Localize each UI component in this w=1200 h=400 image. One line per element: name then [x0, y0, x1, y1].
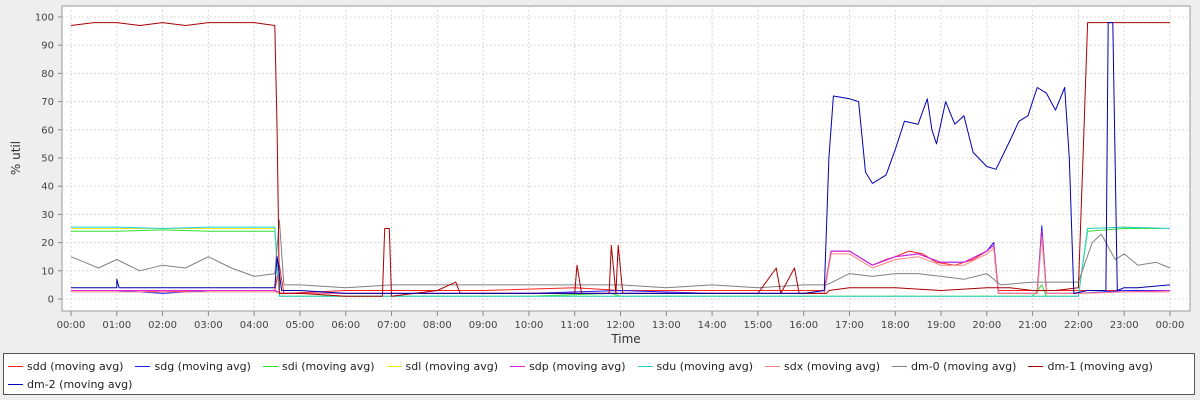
legend-label: sdp (moving avg)	[529, 359, 626, 373]
x-tick-label: 10:00	[515, 320, 544, 331]
y-tick-label: 20	[41, 238, 54, 249]
legend-item: sdx (moving avg)	[765, 357, 880, 375]
x-tick-label: 15:00	[743, 320, 772, 331]
legend-label: dm-1 (moving avg)	[1047, 359, 1153, 373]
legend-item: sdp (moving avg)	[510, 357, 626, 375]
series-line-8	[70, 22, 1170, 297]
line-chart: 0 10 20 30 40 50 60 70 80 90 100 00:00 01:00 02:00 03…	[9, 5, 1191, 346]
legend-swatch	[510, 365, 526, 367]
legend-label: sdd (moving avg)	[27, 359, 124, 373]
x-tick-label: 03:00	[194, 320, 223, 331]
y-tick-label: 60	[41, 125, 54, 136]
legend-swatch	[765, 365, 781, 367]
legend-item: dm-1 (moving avg)	[1028, 357, 1153, 375]
legend-item: sdl (moving avg)	[386, 357, 499, 375]
series-line-5	[71, 226, 1171, 297]
x-tick-label: 23:00	[1110, 320, 1139, 331]
legend-item: sdu (moving avg)	[637, 357, 754, 375]
y-tick-label: 70	[41, 97, 54, 108]
legend-item: dm-2 (moving avg)	[8, 375, 132, 393]
legend-label: sdi (moving avg)	[281, 359, 375, 373]
legend-item: sdi (moving avg)	[262, 357, 375, 375]
legend-swatch	[1028, 365, 1044, 367]
y-tick-label: 100	[35, 13, 54, 24]
x-tick-label: 22:00	[1064, 320, 1093, 331]
x-tick-label: 16:00	[789, 320, 818, 331]
y-tick-label: 10	[41, 266, 54, 277]
legend-swatch	[8, 383, 23, 385]
y-axis-title: % util	[9, 141, 23, 175]
y-axis-ticks: 0 10 20 30 40 50 60 70 80 90 100	[35, 13, 62, 306]
series-line-9	[71, 22, 1171, 294]
x-tick-label: 04:00	[240, 320, 269, 331]
y-tick-label: 50	[41, 154, 54, 165]
series-lines	[70, 22, 1171, 297]
x-tick-label: 00:00	[1156, 320, 1185, 331]
x-tick-label: 20:00	[972, 320, 1001, 331]
series-line-7	[70, 219, 1171, 289]
x-tick-label: 02:00	[148, 320, 177, 331]
x-tick-label: 13:00	[652, 320, 681, 331]
x-tick-label: 14:00	[698, 320, 727, 331]
legend-label: sdl (moving avg)	[405, 359, 499, 373]
x-tick-label: 09:00	[469, 320, 498, 331]
x-tick-label: 17:00	[835, 320, 864, 331]
legend-item: sdg (moving avg)	[135, 357, 251, 375]
x-tick-label: 00:00	[57, 320, 86, 331]
legend-label: sdu (moving avg)	[656, 359, 754, 373]
y-tick-label: 40	[41, 182, 54, 193]
y-tick-label: 0	[48, 295, 54, 306]
legend-item: sdd (moving avg)	[8, 357, 123, 375]
x-tick-label: 19:00	[927, 320, 956, 331]
x-tick-label: 01:00	[102, 320, 131, 331]
legend-swatch	[8, 365, 23, 367]
legend-label: dm-0 (moving avg)	[911, 359, 1017, 373]
x-tick-label: 11:00	[560, 320, 589, 331]
x-axis-title: Time	[610, 332, 640, 346]
x-tick-label: 05:00	[286, 320, 315, 331]
y-tick-label: 30	[41, 210, 54, 221]
legend-label: sdx (moving avg)	[784, 359, 881, 373]
legend-label: dm-2 (moving avg)	[27, 377, 133, 391]
legend-item: dm-0 (moving avg)	[892, 357, 1016, 375]
x-tick-label: 07:00	[377, 320, 406, 331]
x-axis-ticks: 00:00 01:00 02:00 03:00 04:00 05:00 06:00 07:00…	[57, 311, 1185, 331]
legend-swatch	[135, 365, 151, 367]
legend-swatch	[637, 365, 653, 367]
x-tick-label: 12:00	[606, 320, 635, 331]
x-tick-label: 21:00	[1018, 320, 1047, 331]
x-tick-label: 08:00	[423, 320, 452, 331]
x-tick-label: 06:00	[331, 320, 360, 331]
y-tick-label: 80	[41, 69, 54, 80]
legend-swatch	[386, 365, 402, 367]
legend-swatch	[892, 365, 908, 367]
legend-swatch	[262, 365, 278, 367]
legend-label: sdg (moving avg)	[154, 359, 251, 373]
x-tick-label: 18:00	[881, 320, 910, 331]
y-tick-label: 90	[41, 41, 54, 52]
chart-legend: sdd (moving avg) sdg (moving avg) sdi (mov…	[3, 353, 1195, 395]
